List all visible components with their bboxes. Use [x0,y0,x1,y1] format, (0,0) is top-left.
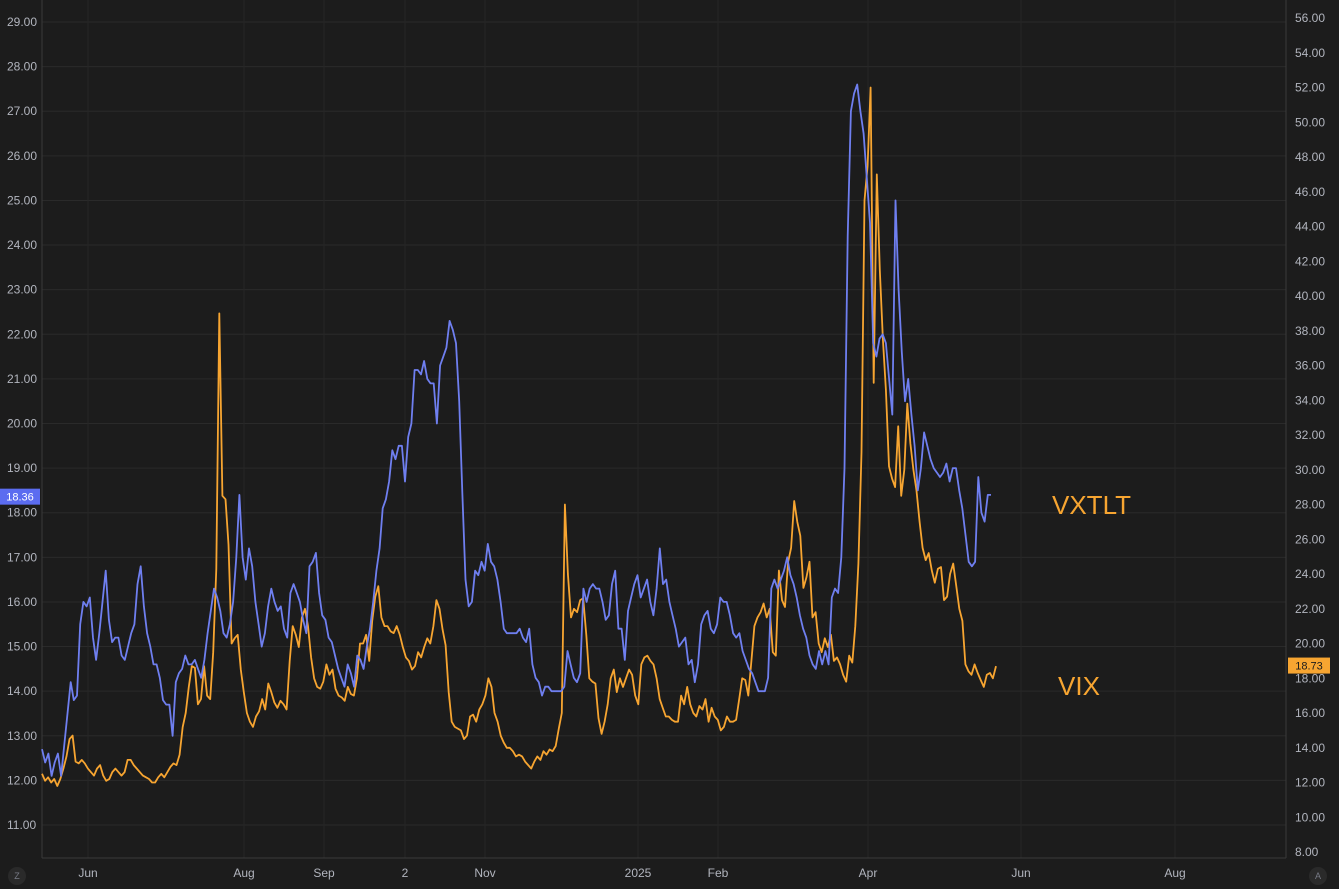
right-tick-label: 46.00 [1295,185,1325,199]
series-layer [41,83,997,787]
x-axis-ticks: Jun Aug Sep 2 Nov 2025 Feb Apr Jun Aug [78,866,1185,880]
left-tick-label: 26.00 [7,149,37,163]
right-tick-label: 42.00 [1295,254,1325,268]
right-tick-label: 52.00 [1295,81,1325,95]
right-tick-label: 16.00 [1295,706,1325,720]
right-tick-label: 20.00 [1295,637,1325,651]
vxtlt-last-value-text: 18.36 [6,492,34,504]
left-tick-label: 20.00 [7,417,37,431]
vxtlt-last-value-badge [0,488,40,505]
right-tick-label: 28.00 [1295,498,1325,512]
right-tick-label: 50.00 [1295,115,1325,129]
left-tick-label: 18.00 [7,506,37,520]
left-tick-label: 15.00 [7,640,37,654]
right-tick-label: 44.00 [1295,220,1325,234]
right-tick-label: 54.00 [1295,46,1325,60]
left-tick-label: 27.00 [7,104,37,118]
left-tick-label: 25.00 [7,193,37,207]
vix-last-value-badge [1288,657,1330,674]
left-tick-label: 19.00 [7,461,37,475]
left-tick-label: 17.00 [7,550,37,564]
left-tick-label: 29.00 [7,15,37,29]
right-tick-label: 40.00 [1295,289,1325,303]
right-tick-label: 8.00 [1295,845,1319,859]
right-tick-label: 24.00 [1295,567,1325,581]
x-tick-label: Aug [1164,866,1185,880]
right-tick-label: 36.00 [1295,359,1325,373]
x-tick-label: Apr [859,866,878,880]
grid-layer [42,0,1286,858]
left-tick-label: 12.00 [7,773,37,787]
right-tick-label: 12.00 [1295,776,1325,790]
series-label-vix: VIX [1058,671,1100,701]
x-tick-label: 2025 [625,866,652,880]
x-tick-label: Aug [233,866,254,880]
right-tick-label: 34.00 [1295,393,1325,407]
left-tick-label: 28.00 [7,60,37,74]
left-axis-ticks: 29.00 28.00 27.00 26.00 25.00 24.00 23.00 22.00… [7,15,37,832]
left-tick-label: 11.00 [7,818,36,832]
right-tick-label: 38.00 [1295,324,1325,338]
vix-series-line [41,86,997,787]
left-tick-label: 13.00 [7,729,37,743]
timezone-button[interactable]: Z [8,867,26,885]
left-tick-label: 21.00 [7,372,37,386]
right-tick-label: 26.00 [1295,532,1325,546]
right-tick-label: 14.00 [1295,741,1325,755]
right-tick-label: 30.00 [1295,463,1325,477]
x-tick-label: Sep [313,866,335,880]
right-tick-label: 56.00 [1295,11,1325,25]
left-tick-label: 23.00 [7,283,37,297]
right-tick-label: 18.00 [1295,671,1325,685]
vxtlt-series-line [41,83,991,777]
right-tick-label: 22.00 [1295,602,1325,616]
right-tick-label: 10.00 [1295,810,1325,824]
last-value-badges: 18.36 18.73 [0,488,1330,674]
right-tick-label: 48.00 [1295,150,1325,164]
x-tick-label: Jun [78,866,97,880]
left-tick-label: 14.00 [7,684,37,698]
x-tick-label: Jun [1011,866,1030,880]
right-tick-label: 32.00 [1295,428,1325,442]
x-tick-label: 2 [402,866,409,880]
x-tick-label: Feb [708,866,729,880]
left-tick-label: 22.00 [7,327,37,341]
series-label-vxtlt: VXTLT [1052,490,1131,520]
right-axis-ticks: 56.00 54.00 52.00 50.00 48.00 46.00 44.00 42.00… [1295,11,1325,859]
vix-last-value-text: 18.73 [1295,661,1323,673]
left-tick-label: 24.00 [7,238,37,252]
auto-scale-button[interactable]: A [1309,867,1327,885]
x-tick-label: Nov [474,866,495,880]
left-tick-label: 16.00 [7,595,37,609]
